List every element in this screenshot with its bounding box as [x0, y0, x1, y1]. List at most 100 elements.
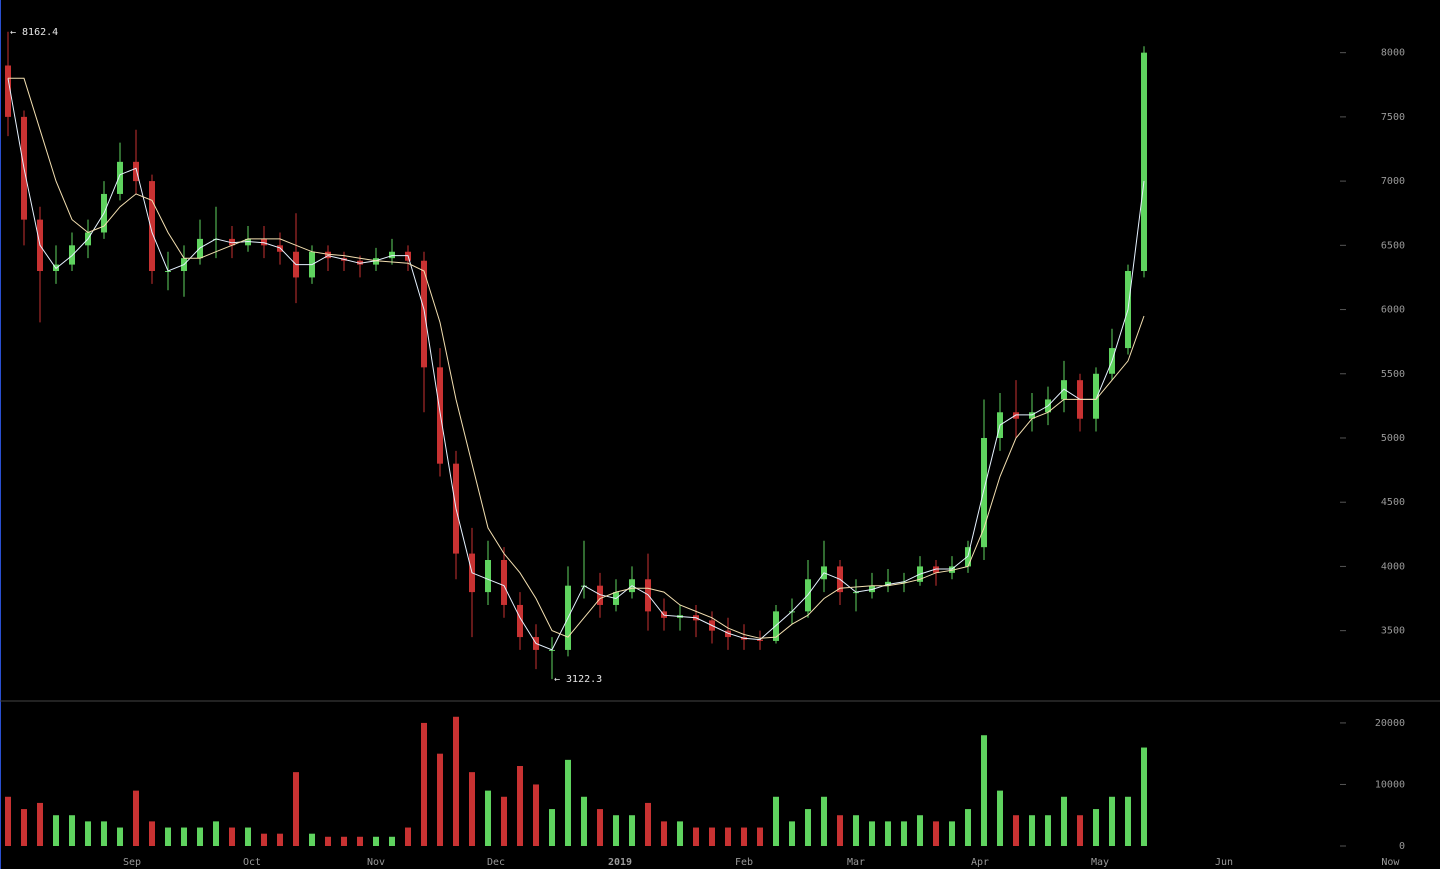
volume-bar	[741, 827, 747, 846]
y-tick-label: 7500	[1381, 112, 1405, 123]
volume-bar	[37, 802, 43, 846]
volume-bar	[549, 809, 555, 846]
candle-body	[517, 604, 523, 638]
x-tick-label: 2019	[608, 857, 632, 868]
y-tick-label: 3500	[1381, 626, 1405, 637]
volume-bar	[949, 821, 955, 846]
volume-bar	[181, 827, 187, 846]
volume-bar	[293, 772, 299, 846]
volume-bar	[5, 796, 11, 846]
candle-body	[373, 258, 379, 265]
volume-bar	[869, 821, 875, 846]
volume-bar	[149, 821, 155, 846]
y-tick-label: 5000	[1381, 433, 1405, 444]
y-tick-label: 4000	[1381, 561, 1405, 572]
x-tick-label: May	[1091, 857, 1109, 868]
volume-bar	[661, 821, 667, 846]
volume-bar	[437, 753, 443, 846]
x-tick-label: Mar	[847, 857, 865, 868]
volume-bar	[389, 836, 395, 846]
volume-bar	[773, 796, 779, 846]
volume-bar	[1013, 815, 1019, 846]
y-tick-label: 4500	[1381, 497, 1405, 508]
candle-body	[901, 581, 907, 583]
volume-bar	[421, 722, 427, 846]
x-tick-label: Now	[1381, 857, 1400, 868]
volume-bar	[1093, 809, 1099, 846]
volume-bar	[965, 809, 971, 846]
candle-body	[949, 566, 955, 573]
volume-bar	[725, 827, 731, 846]
volume-bar	[357, 836, 363, 846]
y-tick-label: 7000	[1381, 176, 1405, 187]
candle-body	[501, 560, 507, 605]
candle-body	[437, 367, 443, 464]
candle-body	[261, 238, 267, 246]
price-annotation: ← 3122.3	[554, 674, 602, 685]
x-tick-label: Sep	[123, 857, 141, 868]
volume-bar	[165, 827, 171, 846]
candle-body	[133, 161, 139, 182]
volume-bar	[645, 802, 651, 846]
volume-bar	[1045, 815, 1051, 846]
volume-bar	[261, 833, 267, 846]
volume-bar	[21, 809, 27, 846]
volume-bar	[565, 759, 571, 846]
price-annotation: ← 8162.4	[10, 27, 58, 38]
y-tick-label: 5500	[1381, 369, 1405, 380]
moving-average-line	[8, 77, 1145, 639]
x-tick-label: Feb	[735, 857, 753, 868]
volume-bar	[629, 815, 635, 846]
y-tick-label: 6500	[1381, 240, 1405, 251]
volume-bar	[1029, 815, 1035, 846]
candle-body	[389, 251, 395, 259]
volume-bar	[213, 821, 219, 846]
volume-bar	[981, 735, 987, 846]
x-tick-label: Apr	[971, 857, 989, 868]
moving-average-line	[7, 78, 1145, 651]
volume-bar	[997, 790, 1003, 846]
volume-bar	[517, 766, 523, 846]
candle-body	[357, 260, 363, 265]
y-tick-label: 10000	[1375, 779, 1405, 790]
volume-bar	[85, 821, 91, 846]
candle-body	[885, 581, 891, 586]
candle-body	[149, 181, 155, 272]
candle-body	[1141, 52, 1147, 272]
volume-bar	[277, 833, 283, 846]
candle-body	[853, 592, 859, 594]
volume-bar	[197, 827, 203, 846]
x-tick-label: Dec	[487, 857, 505, 868]
volume-bar	[485, 790, 491, 846]
candle-body	[1029, 412, 1035, 419]
volume-bar	[245, 827, 251, 846]
volume-bar	[325, 836, 331, 846]
volume-bar	[789, 821, 795, 846]
y-tick-label: 20000	[1375, 718, 1405, 729]
candle-body	[757, 639, 763, 641]
candle-body	[1013, 412, 1019, 419]
volume-bar	[229, 827, 235, 846]
volume-bar	[1061, 796, 1067, 846]
volume-bar	[917, 815, 923, 846]
y-tick-label: 6000	[1381, 305, 1405, 316]
candle-body	[229, 238, 235, 246]
candle-body	[725, 630, 731, 638]
candle-body	[485, 560, 491, 593]
volume-bar	[677, 821, 683, 846]
volume-bar	[837, 815, 843, 846]
volume-bar	[133, 790, 139, 846]
x-tick-label: Nov	[367, 857, 385, 868]
x-tick-label: Oct	[243, 857, 261, 868]
candle-body	[325, 251, 331, 259]
y-tick-label: 0	[1399, 841, 1405, 852]
volume-bar	[709, 827, 715, 846]
candle-body	[5, 65, 11, 117]
volume-bar	[693, 827, 699, 846]
volume-bar	[757, 827, 763, 846]
candle-body	[933, 566, 939, 573]
volume-bar	[805, 809, 811, 846]
y-tick-label: 8000	[1381, 48, 1405, 59]
